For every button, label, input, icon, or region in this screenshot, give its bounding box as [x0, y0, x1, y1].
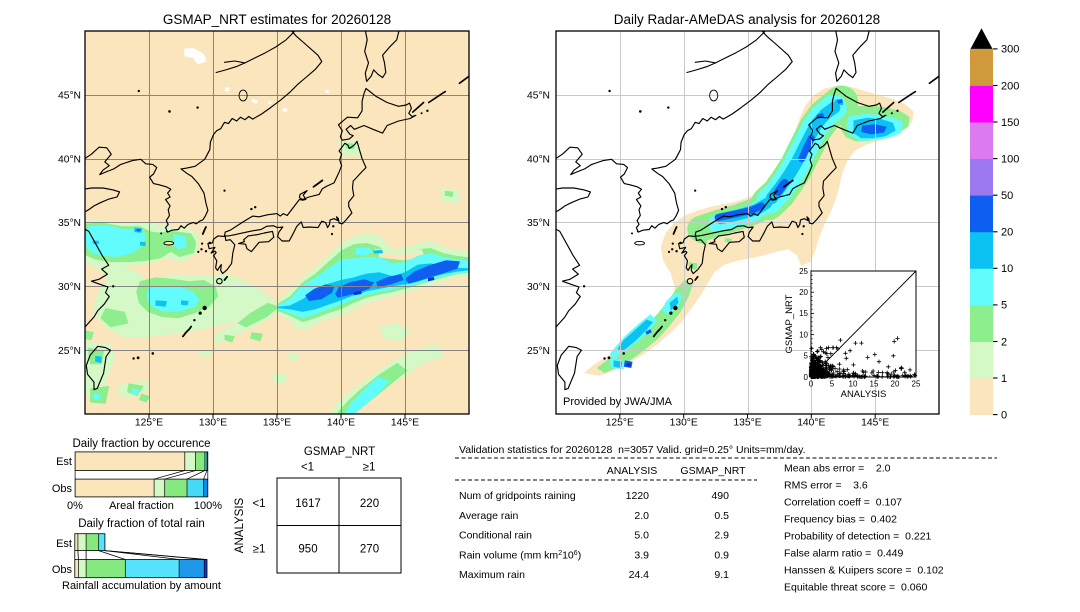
- svg-text:Obs: Obs: [52, 564, 73, 576]
- svg-text:10: 10: [849, 380, 858, 389]
- svg-text:25°N: 25°N: [527, 346, 550, 357]
- svg-text:45°N: 45°N: [58, 90, 81, 101]
- svg-text:ANALYSIS: ANALYSIS: [607, 465, 658, 477]
- svg-text:Num of gridpoints raining: Num of gridpoints raining: [459, 490, 576, 502]
- svg-text:125°E: 125°E: [606, 417, 634, 428]
- svg-text:2.9: 2.9: [714, 530, 729, 542]
- svg-text:0: 0: [804, 373, 809, 382]
- svg-text:≥1: ≥1: [363, 462, 376, 474]
- svg-text:Daily Radar-AMeDAS analysis fo: Daily Radar-AMeDAS analysis for 20260128: [614, 12, 880, 27]
- svg-text:0: 0: [809, 380, 814, 389]
- svg-text:40°N: 40°N: [527, 154, 550, 165]
- svg-text:15: 15: [870, 380, 879, 389]
- svg-text:20: 20: [891, 380, 900, 389]
- svg-text:Provided by JWA/JMA: Provided by JWA/JMA: [563, 396, 673, 408]
- svg-text:150: 150: [1001, 117, 1019, 129]
- svg-text:140°E: 140°E: [327, 417, 355, 428]
- svg-text:Equitable threat score = 0.06: Equitable threat score = 0.060: [784, 582, 927, 594]
- svg-text:25: 25: [799, 267, 808, 276]
- svg-text:RMS error = 3.6: RMS error = 3.6: [784, 480, 868, 492]
- svg-text:Rainfall accumulation by amoun: Rainfall accumulation by amount: [62, 580, 221, 592]
- svg-text:1617: 1617: [295, 498, 321, 510]
- svg-text:30°N: 30°N: [58, 282, 81, 293]
- svg-text:0%: 0%: [67, 500, 83, 512]
- svg-text:Validation statistics for 2026: Validation statistics for 20260128 n=305…: [459, 444, 806, 456]
- svg-text:30°N: 30°N: [527, 282, 550, 293]
- svg-text:5: 5: [1001, 300, 1007, 312]
- svg-text:Areal fraction: Areal fraction: [109, 500, 174, 512]
- svg-text:25: 25: [912, 380, 921, 389]
- svg-text:950: 950: [298, 544, 317, 556]
- svg-text:GSMAP_NRT: GSMAP_NRT: [304, 446, 375, 458]
- svg-text:220: 220: [360, 498, 379, 510]
- svg-text:5: 5: [804, 352, 809, 361]
- svg-text:Frequency bias = 0.402: Frequency bias = 0.402: [784, 514, 897, 526]
- svg-text:Hanssen & Kuipers score = 0.1: Hanssen & Kuipers score = 0.102: [784, 565, 944, 577]
- svg-text:0.9: 0.9: [714, 550, 729, 562]
- svg-text:Est: Est: [56, 538, 72, 550]
- svg-text:5: 5: [830, 380, 835, 389]
- svg-text:35°N: 35°N: [527, 218, 550, 229]
- svg-text:Average rain: Average rain: [459, 510, 519, 522]
- svg-text:10: 10: [1001, 263, 1013, 275]
- svg-text:20: 20: [799, 288, 808, 297]
- svg-text:GSMAP_NRT estimates for 202601: GSMAP_NRT estimates for 20260128: [163, 12, 391, 27]
- svg-text:Daily fraction by occurence: Daily fraction by occurence: [72, 438, 210, 450]
- svg-text:135°E: 135°E: [263, 417, 291, 428]
- svg-text:125°E: 125°E: [135, 417, 163, 428]
- svg-text:1: 1: [1001, 373, 1007, 385]
- svg-text:20: 20: [1001, 227, 1013, 239]
- svg-text:Daily fraction of total rain: Daily fraction of total rain: [78, 518, 205, 530]
- svg-text:45°N: 45°N: [527, 90, 550, 101]
- svg-text:Est: Est: [56, 456, 72, 468]
- svg-text:2: 2: [1001, 336, 1007, 348]
- svg-text:130°E: 130°E: [670, 417, 698, 428]
- svg-text:Probability of detection = 0.: Probability of detection = 0.221: [784, 531, 932, 543]
- svg-text:140°E: 140°E: [797, 417, 825, 428]
- svg-text:130°E: 130°E: [199, 417, 227, 428]
- svg-text:Correlation coeff = 0.107: Correlation coeff = 0.107: [784, 497, 902, 509]
- svg-text:10: 10: [799, 330, 808, 339]
- svg-text:100: 100: [1001, 153, 1019, 165]
- svg-text:145°E: 145°E: [861, 417, 889, 428]
- svg-text:Obs: Obs: [52, 483, 73, 495]
- svg-text:ANALYSIS: ANALYSIS: [234, 497, 246, 553]
- svg-text:145°E: 145°E: [391, 417, 419, 428]
- svg-text:≥1: ≥1: [253, 544, 266, 556]
- svg-text:3.9: 3.9: [634, 550, 649, 562]
- svg-text:50: 50: [1001, 190, 1013, 202]
- svg-text:ANALYSIS: ANALYSIS: [841, 389, 887, 400]
- svg-text:2.0: 2.0: [634, 510, 649, 522]
- svg-text:1220: 1220: [626, 490, 650, 502]
- svg-text:GSMAP_NRT: GSMAP_NRT: [680, 465, 746, 477]
- svg-text:100%: 100%: [194, 500, 222, 512]
- svg-text:0.5: 0.5: [714, 510, 729, 522]
- svg-text:40°N: 40°N: [58, 154, 81, 165]
- svg-text:<1: <1: [252, 498, 265, 510]
- svg-text:Maximum rain: Maximum rain: [459, 569, 525, 581]
- svg-text:24.4: 24.4: [629, 569, 650, 581]
- svg-text:490: 490: [711, 490, 729, 502]
- svg-text:Conditional rain: Conditional rain: [459, 530, 532, 542]
- svg-text:25°N: 25°N: [58, 346, 81, 357]
- svg-text:<1: <1: [301, 462, 314, 474]
- svg-text:135°E: 135°E: [733, 417, 761, 428]
- svg-text:GSMAP_NRT: GSMAP_NRT: [784, 294, 795, 353]
- svg-text:35°N: 35°N: [58, 218, 81, 229]
- svg-text:15: 15: [799, 309, 808, 318]
- svg-text:Mean abs error = 2.0: Mean abs error = 2.0: [784, 463, 891, 475]
- svg-text:270: 270: [360, 544, 379, 556]
- svg-text:Rain volume (mm km2106): Rain volume (mm km2106): [459, 550, 581, 562]
- svg-text:300: 300: [1001, 44, 1019, 56]
- svg-text:9.1: 9.1: [714, 569, 729, 581]
- svg-text:False alarm ratio = 0.449: False alarm ratio = 0.449: [784, 548, 904, 560]
- svg-text:0: 0: [1001, 409, 1007, 421]
- svg-text:5.0: 5.0: [634, 530, 649, 542]
- svg-text:200: 200: [1001, 80, 1019, 92]
